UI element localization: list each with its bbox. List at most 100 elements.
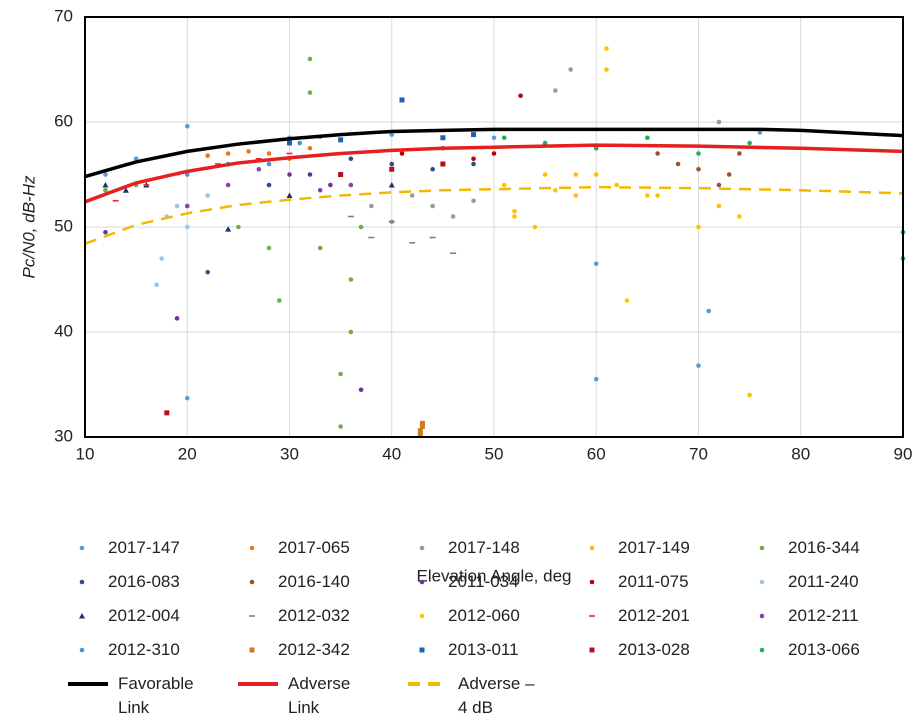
legend: 2017-147 2017-065 2017-148 2017-149 2016-344…: [62, 536, 912, 720]
point: [491, 151, 497, 156]
legend-marker: [249, 615, 255, 617]
point: [553, 88, 558, 93]
point: [759, 579, 765, 585]
point: [225, 182, 231, 188]
point: [737, 214, 742, 219]
point: [501, 182, 507, 188]
line: [84, 143, 904, 204]
point: [716, 203, 722, 209]
point: [589, 579, 595, 585]
legend-label: 2013-066: [788, 640, 860, 659]
plot-frame: [84, 16, 904, 438]
point: [174, 316, 180, 321]
point: [338, 424, 343, 429]
point: [409, 193, 415, 198]
legend-marker: [419, 579, 425, 585]
legend-marker: [419, 647, 425, 653]
point: [716, 119, 722, 125]
point: [450, 214, 456, 219]
legend-label: 2012-032: [278, 606, 350, 625]
legend-marker: [249, 579, 255, 585]
point: [358, 387, 364, 393]
legend-label: 2012-310: [108, 640, 180, 659]
legend-item: 2011-034: [402, 570, 572, 594]
x-tick-label: 70: [689, 444, 708, 463]
point: [419, 545, 425, 551]
point: [249, 647, 255, 653]
point: [440, 135, 446, 141]
legend-item: Favorable Link: [62, 672, 232, 720]
legend-item: 2012-004: [62, 604, 232, 628]
point: [79, 545, 85, 551]
legend-label: 2011-034: [448, 572, 519, 591]
point: [542, 172, 548, 177]
legend-item: 2016-083: [62, 570, 232, 594]
legend-label: Adverse Link: [288, 674, 351, 717]
legend-marker: [759, 647, 765, 653]
legend-marker: [79, 545, 85, 551]
point: [328, 182, 333, 188]
point: [419, 647, 425, 653]
legend-label: 2012-201: [618, 606, 690, 625]
point: [338, 172, 344, 177]
legend-marker: [589, 579, 595, 585]
point: [419, 424, 425, 429]
legend-marker: [759, 545, 765, 551]
legend-marker: [238, 682, 278, 686]
point: [286, 192, 293, 198]
point: [225, 151, 231, 156]
legend-item: 2013-066: [742, 638, 912, 662]
x-tick-label: 60: [587, 444, 606, 463]
point: [102, 182, 109, 188]
legend-marker: [759, 579, 765, 585]
point: [389, 132, 395, 137]
x-tick-label: 90: [894, 444, 913, 463]
line: [84, 185, 904, 245]
point: [573, 172, 579, 177]
legend-item: 2017-148: [402, 536, 572, 560]
point: [154, 282, 159, 288]
point: [249, 579, 255, 585]
point: [317, 187, 323, 193]
point: [419, 420, 425, 426]
legend-item: 2013-011: [402, 638, 572, 662]
point: [103, 229, 108, 235]
point: [440, 161, 446, 167]
legend-marker: [68, 682, 108, 686]
point: [471, 132, 477, 138]
y-tick-label: 30: [54, 426, 73, 445]
legend-label: 2011-075: [618, 572, 689, 591]
point: [624, 298, 630, 303]
point: [593, 145, 599, 151]
point: [471, 198, 476, 204]
legend-label: 2017-148: [448, 538, 520, 557]
legend-label: 2012-211: [788, 606, 859, 625]
legend-label: 2016-140: [278, 572, 350, 591]
legend-marker: [79, 579, 85, 585]
point: [338, 371, 343, 377]
point: [589, 647, 595, 653]
line: [84, 127, 904, 179]
legend-marker: [408, 682, 448, 686]
point: [645, 193, 650, 198]
point: [159, 256, 164, 261]
point: [430, 203, 435, 209]
point: [747, 392, 752, 398]
y-tick-label: 50: [54, 216, 73, 235]
point: [501, 135, 507, 141]
point: [338, 137, 344, 143]
point: [696, 166, 701, 172]
legend-label: 2013-028: [618, 640, 690, 659]
point: [759, 613, 765, 619]
x-tick-label: 30: [280, 444, 299, 463]
point: [287, 140, 292, 146]
point: [417, 432, 423, 438]
legend-label: Favorable Link: [118, 674, 194, 717]
point: [389, 161, 395, 167]
legend-item: 2017-149: [572, 536, 742, 560]
point: [174, 203, 180, 209]
point: [307, 90, 313, 95]
point: [512, 214, 517, 219]
point: [593, 261, 599, 267]
legend-item: 2016-140: [232, 570, 402, 594]
